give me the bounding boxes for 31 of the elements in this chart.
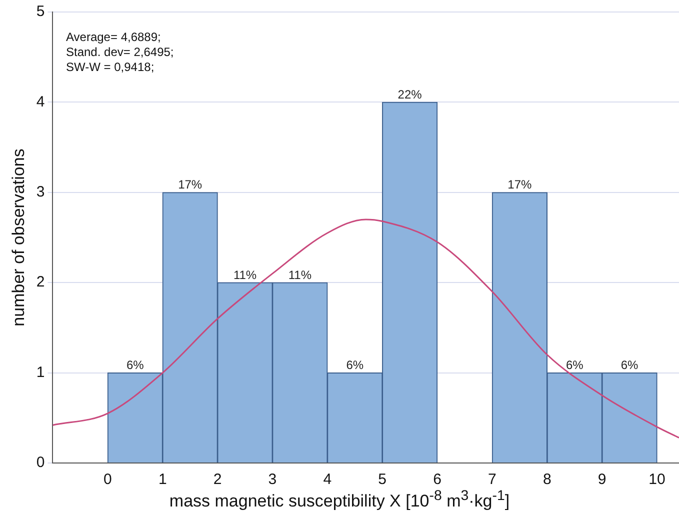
y-tick-label: 3 xyxy=(36,184,45,201)
annotation: 17% xyxy=(508,178,532,192)
annotation: 22% xyxy=(398,88,422,102)
annotation: 11% xyxy=(288,268,312,282)
x-tick-label: 1 xyxy=(158,471,167,488)
annotation: Average= 4,6889; xyxy=(66,30,162,45)
annotation: 6% xyxy=(620,358,639,372)
x-tick-label: 2 xyxy=(213,471,222,488)
x-tick-label: 4 xyxy=(323,471,332,488)
x-axis-title: mass magnetic susceptibility X [10$^{-8}$ m$^{3}$·kg$^{-1}$] xyxy=(168,488,511,512)
annotation: 6% xyxy=(566,358,584,372)
x-tick-label: 0 xyxy=(104,471,112,488)
y-tick-label: 0 xyxy=(36,454,45,472)
x-tick-label: 9 xyxy=(598,471,606,488)
x-tick-label: 10 xyxy=(648,471,666,488)
y-axis-title: number of observations xyxy=(8,148,28,326)
x-tick-label: 8 xyxy=(542,471,552,488)
x-tick-label: 5 xyxy=(378,471,387,488)
annotation: 17% xyxy=(178,178,202,192)
annotation: 6% xyxy=(126,358,144,372)
x-tick-label: 7 xyxy=(488,471,496,488)
y-tick-label: 2 xyxy=(36,274,45,291)
y-tick-label: 4 xyxy=(36,93,45,110)
x-tick-label: 3 xyxy=(268,471,277,488)
x-tick-label: 6 xyxy=(433,471,442,488)
annotation: Stand. dev= 2,6495; xyxy=(66,45,174,60)
annotation: 11% xyxy=(233,268,257,282)
y-tick-label: 5 xyxy=(36,3,45,20)
annotation: SW-W = 0,9418; xyxy=(66,60,156,75)
y-tick-label: 1 xyxy=(36,364,45,381)
annotation: 6% xyxy=(346,358,364,372)
